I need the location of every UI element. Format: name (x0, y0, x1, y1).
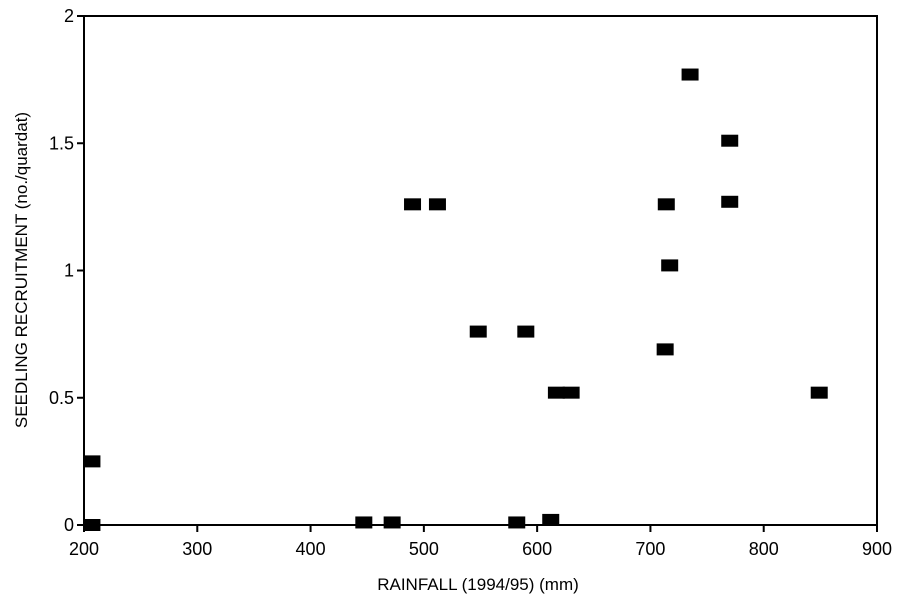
y-tick-label: 2 (64, 6, 74, 26)
plot-frame (83, 15, 878, 526)
data-point (83, 455, 101, 468)
x-axis-title: RAINFALL (1994/95) (mm) (377, 575, 579, 594)
data-point (542, 513, 560, 526)
data-point (383, 516, 401, 529)
x-tick-label: 500 (409, 539, 439, 559)
x-tick-label: 400 (296, 539, 326, 559)
data-point (428, 198, 446, 211)
data-point (657, 198, 675, 211)
data-point (661, 259, 679, 272)
data-point (517, 325, 535, 338)
x-tick-label: 900 (862, 539, 892, 559)
x-tick-label: 200 (69, 539, 99, 559)
y-tick-label: 0 (64, 515, 74, 535)
data-point (83, 519, 101, 531)
y-tick-label: 1 (64, 261, 74, 281)
data-point (721, 195, 739, 208)
data-point (721, 134, 739, 147)
data-point (469, 325, 487, 338)
y-axis-ticks: 0 0.5 1 1.5 2 (49, 6, 84, 535)
y-axis-title: SEEDLING RECRUITMENT (no./quardat) (12, 112, 31, 428)
data-point (547, 386, 565, 399)
data-point (656, 343, 674, 356)
data-point (355, 516, 373, 529)
plot-border (83, 15, 878, 526)
x-tick-label: 600 (522, 539, 552, 559)
x-tick-label: 300 (182, 539, 212, 559)
x-tick-label: 800 (749, 539, 779, 559)
data-point (404, 198, 422, 211)
y-tick-label: 0.5 (49, 388, 74, 408)
data-point (508, 516, 526, 529)
data-point (810, 386, 828, 399)
data-point (681, 68, 699, 81)
y-tick-label: 1.5 (49, 133, 74, 153)
x-tick-label: 700 (635, 539, 665, 559)
data-points (83, 68, 828, 531)
data-point (562, 386, 580, 399)
x-axis-ticks: 200 300 400 500 600 700 800 900 (69, 525, 892, 559)
